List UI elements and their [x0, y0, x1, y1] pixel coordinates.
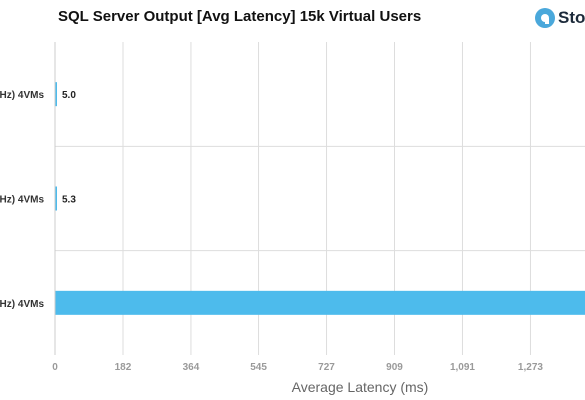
bar-data-label: 5.3	[62, 195, 76, 206]
bar	[55, 290, 585, 315]
bar-data-label: 5.0	[62, 90, 76, 101]
x-tick-label: 545	[250, 362, 267, 373]
bar	[55, 82, 57, 107]
brand-logo: Sto	[535, 8, 585, 28]
storagereview-logo-icon	[535, 8, 555, 28]
y-category-label: Hz) 4VMs	[0, 90, 44, 101]
x-tick-label: 0	[52, 362, 58, 373]
x-tick-label: 909	[386, 362, 403, 373]
brand-name: Sto	[558, 8, 585, 27]
x-tick-label: 1,273	[518, 362, 543, 373]
bar	[55, 186, 57, 211]
x-tick-label: 364	[183, 362, 200, 373]
x-tick-label: 182	[115, 362, 132, 373]
x-tick-label: 1,091	[450, 362, 475, 373]
chart-title: SQL Server Output [Avg Latency] 15k Virt…	[58, 8, 422, 25]
x-tick-label: 727	[318, 362, 335, 373]
y-category-label: Hz) 4VMs	[0, 195, 44, 206]
x-axis-title: Average Latency (ms)	[291, 379, 429, 395]
y-category-label: Hz) 4VMs	[0, 299, 44, 310]
